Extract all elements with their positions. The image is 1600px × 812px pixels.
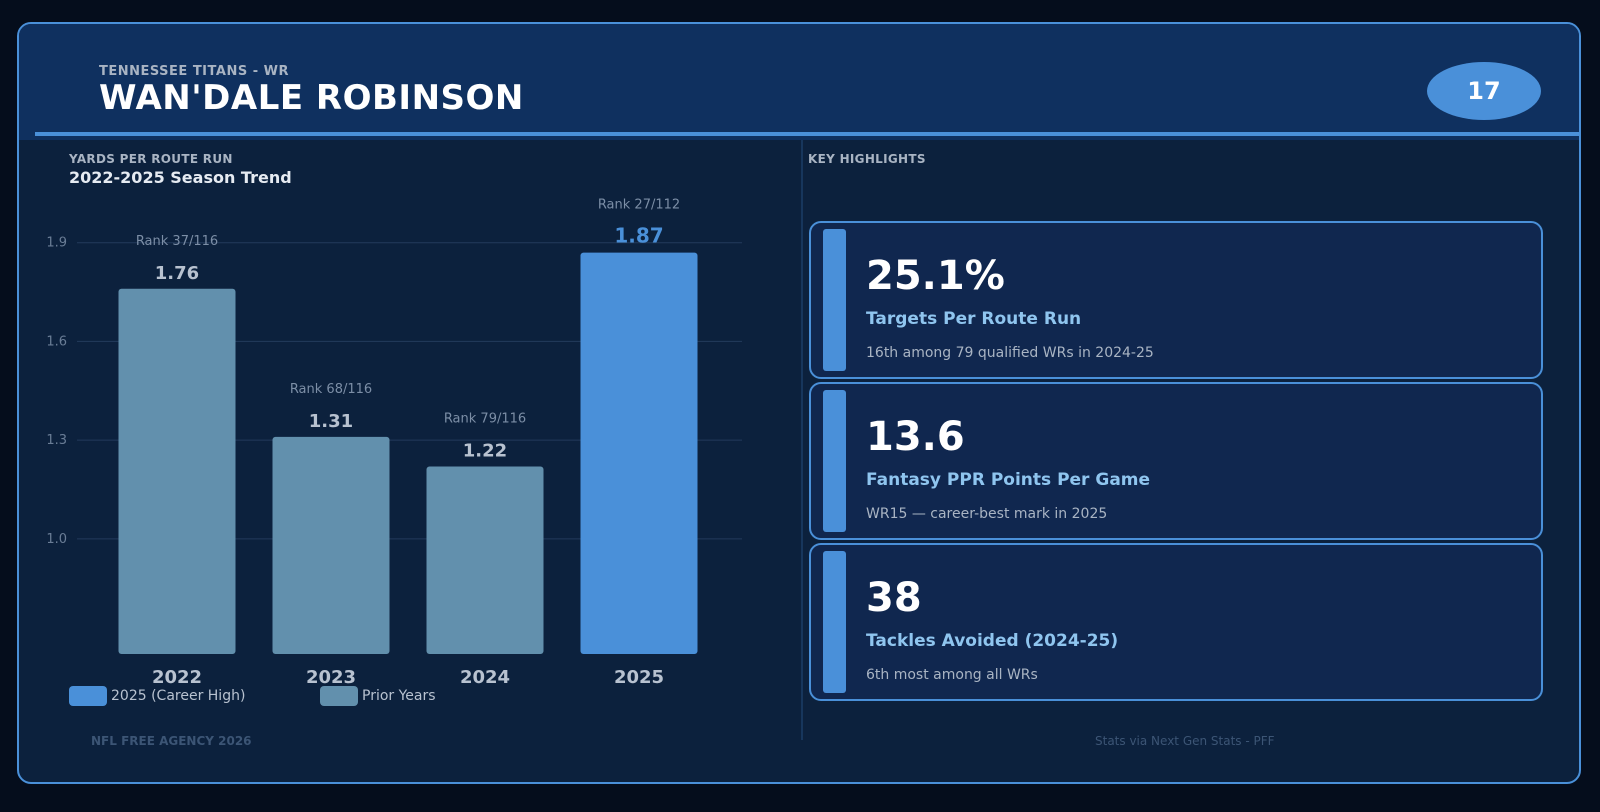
bar-rank-label: Rank 79/116 <box>444 411 526 426</box>
bar-rank-label: Rank 37/116 <box>136 234 218 249</box>
bar-2024 <box>426 466 544 654</box>
header-accent-line <box>35 132 1579 136</box>
highlights-section-label: KEY HIGHLIGHTS <box>808 152 926 166</box>
bar-2022 <box>118 288 236 654</box>
legend-item-prior: Prior Years <box>320 686 436 706</box>
highlight-accent-bar <box>823 551 846 693</box>
y-tick-label: 1.3 <box>46 433 67 448</box>
chart-title: 2022-2025 Season Trend <box>69 168 292 187</box>
x-tick-label: 2022 <box>152 667 202 688</box>
bar-rank-label: Rank 27/112 <box>598 198 680 213</box>
y-tick-label: 1.9 <box>46 236 67 251</box>
bar-value-label: 1.22 <box>463 440 507 461</box>
x-tick-label: 2024 <box>460 667 510 688</box>
highlight-title: Tackles Avoided (2024-25) <box>866 631 1119 651</box>
highlight-value: 13.6 <box>866 414 965 460</box>
highlight-value: 25.1% <box>866 253 1005 299</box>
bar-rank-label: Rank 68/116 <box>290 382 372 397</box>
highlight-card-tackles: 38 Tackles Avoided (2024-25) 6th most am… <box>809 543 1543 701</box>
y-tick-label: 1.0 <box>46 532 67 547</box>
legend-item-highlight: 2025 (Career High) <box>69 686 245 706</box>
x-tick-label: 2023 <box>306 667 356 688</box>
highlight-description: 6th most among all WRs <box>866 667 1038 683</box>
player-card: TENNESSEE TITANS - WR WAN'DALE ROBINSON … <box>17 22 1581 784</box>
footer-event-label: NFL FREE AGENCY 2026 <box>91 734 252 748</box>
player-name: WAN'DALE ROBINSON <box>99 78 524 118</box>
bar-value-label: 1.31 <box>309 411 353 432</box>
legend-swatch-prior <box>320 686 358 706</box>
highlight-accent-bar <box>823 390 846 532</box>
footer-source-label: Stats via Next Gen Stats - PFF <box>1095 734 1275 748</box>
bar-2023 <box>272 436 390 654</box>
y-tick-label: 1.6 <box>46 334 67 349</box>
bar-2025 <box>580 252 698 655</box>
bar-value-label: 1.76 <box>155 263 199 284</box>
highlight-description: 16th among 79 qualified WRs in 2024-25 <box>866 345 1154 361</box>
highlight-accent-bar <box>823 229 846 371</box>
highlight-card-targets: 25.1% Targets Per Route Run 16th among 7… <box>809 221 1543 379</box>
highlight-description: WR15 — career-best mark in 2025 <box>866 506 1108 522</box>
highlight-title: Targets Per Route Run <box>866 309 1082 329</box>
card-header: TENNESSEE TITANS - WR WAN'DALE ROBINSON … <box>19 24 1579 140</box>
yprr-bar-chart: 1.0 1.3 1.6 1.9 1.76 Rank 37/116 2022 1.31 Rank … <box>46 198 742 688</box>
team-position-label: TENNESSEE TITANS - WR <box>99 64 289 79</box>
bar-value-label: 1.87 <box>614 224 663 248</box>
section-divider <box>801 140 803 740</box>
jersey-number-badge: 17 <box>1427 62 1541 120</box>
x-tick-label: 2025 <box>614 667 664 688</box>
highlight-value: 38 <box>866 575 922 621</box>
chart-section-label: YARDS PER ROUTE RUN <box>69 152 233 166</box>
legend-label-prior: Prior Years <box>362 688 436 704</box>
legend-label-highlight: 2025 (Career High) <box>111 688 246 704</box>
highlight-card-fantasy: 13.6 Fantasy PPR Points Per Game WR15 — … <box>809 382 1543 540</box>
legend-swatch-highlight <box>69 686 107 706</box>
highlight-title: Fantasy PPR Points Per Game <box>866 470 1151 490</box>
